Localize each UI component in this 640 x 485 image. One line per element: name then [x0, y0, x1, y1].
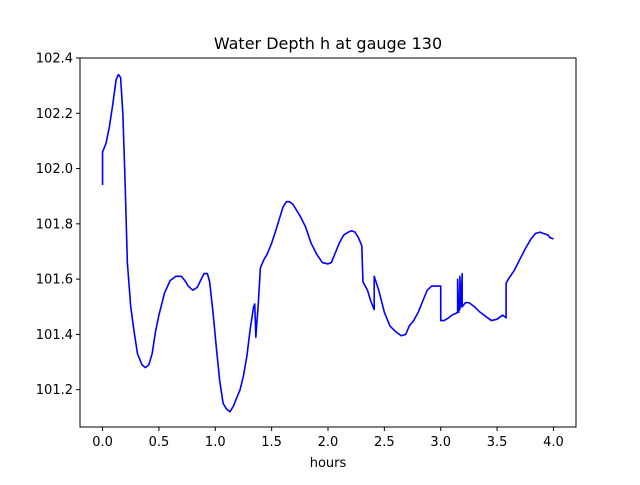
y-tick-label: 101.4 — [36, 328, 73, 343]
data-layer — [101, 73, 554, 413]
chart-title: Water Depth h at gauge 130 — [214, 34, 442, 53]
x-tick-label: 1.5 — [261, 435, 282, 450]
x-tick-label: 3.5 — [487, 435, 508, 450]
y-tick-label: 102.4 — [36, 52, 73, 67]
x-tick-label: 2.0 — [318, 435, 339, 450]
series-line-0 — [101, 73, 554, 413]
x-tick-label: 0.5 — [149, 435, 170, 450]
y-tick-label: 101.6 — [36, 273, 73, 288]
x-tick-label: 2.5 — [374, 435, 395, 450]
y-axis: 101.2 101.4 101.6 101.8 102.0 102.2 102.4 — [36, 52, 80, 398]
y-tick-label: 101.2 — [36, 383, 73, 398]
x-axis: 0.0 0.5 1.0 1.5 2.0 2.5 3.0 3.5 4.0 — [92, 427, 564, 450]
y-tick-label: 102.0 — [36, 162, 73, 177]
x-tick-label: 0.0 — [92, 435, 113, 450]
x-tick-label: 3.0 — [430, 435, 451, 450]
x-axis-label: hours — [310, 456, 347, 471]
x-tick-label: 4.0 — [543, 435, 564, 450]
y-tick-label: 102.2 — [36, 107, 73, 122]
y-tick-label: 101.8 — [36, 217, 73, 232]
x-tick-label: 1.0 — [205, 435, 226, 450]
